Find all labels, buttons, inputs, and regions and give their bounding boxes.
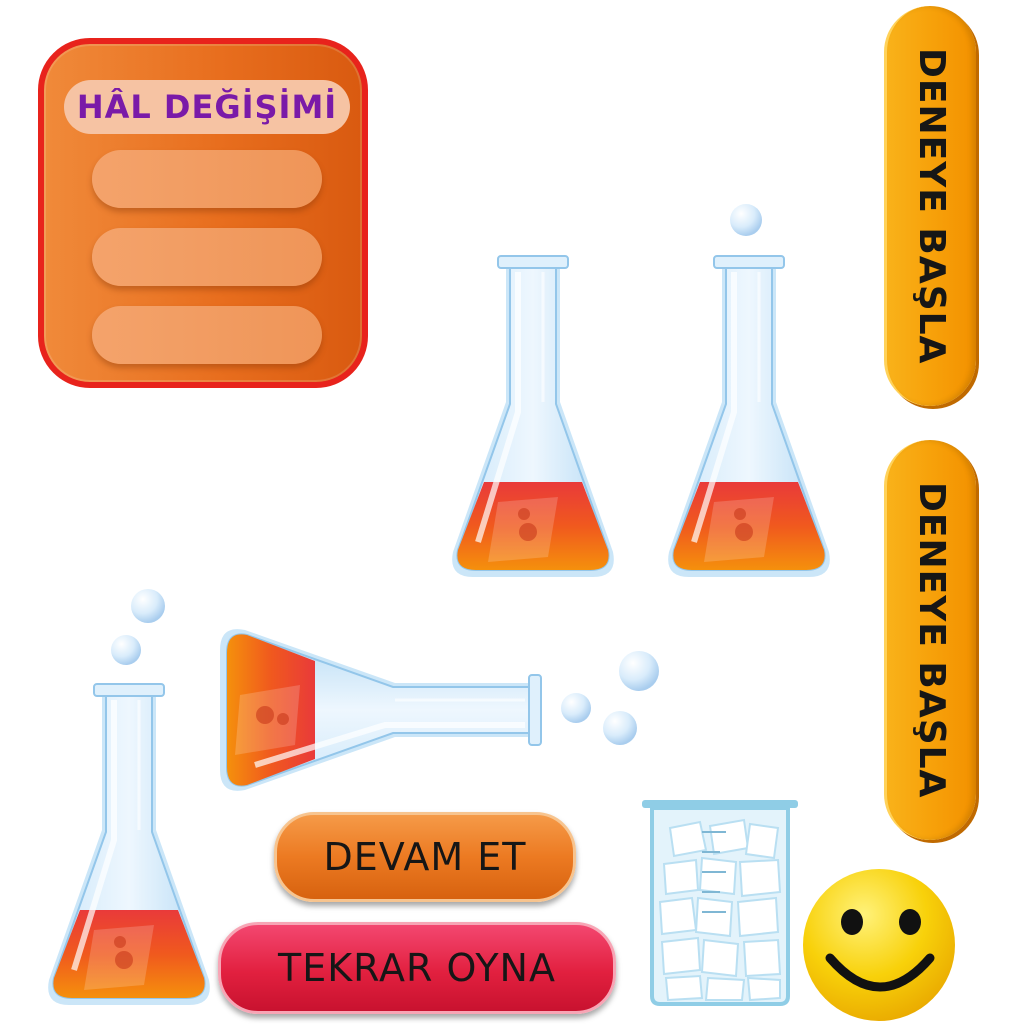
smiley-face-icon	[803, 869, 955, 1021]
menu-slot-3[interactable]	[92, 306, 322, 364]
bubble-icon	[603, 711, 637, 745]
start-experiment-label: DENEYE BAŞLA	[911, 481, 952, 799]
start-experiment-button-bottom[interactable]: DENEYE BAŞLA	[884, 440, 976, 840]
bubble-icon	[619, 651, 659, 691]
bubble-icon	[131, 589, 165, 623]
erlenmeyer-flask-icon	[44, 680, 214, 1010]
menu-slot-1[interactable]	[92, 150, 322, 208]
continue-label: DEVAM ET	[323, 835, 527, 879]
start-experiment-button-top[interactable]: DENEYE BAŞLA	[884, 6, 976, 406]
bubble-icon	[561, 693, 591, 723]
continue-button[interactable]: DEVAM ET	[274, 812, 576, 902]
bubble-icon	[111, 635, 141, 665]
erlenmeyer-flask-icon	[448, 252, 618, 582]
start-experiment-label: DENEYE BAŞLA	[911, 47, 952, 365]
menu-panel: HÂL DEĞİŞİMİ	[38, 38, 368, 388]
erlenmeyer-flask-icon	[210, 620, 550, 810]
menu-slot-2[interactable]	[92, 228, 322, 286]
replay-label: TEKRAR OYNA	[278, 946, 556, 990]
bubble-icon	[730, 204, 762, 236]
erlenmeyer-flask-icon	[664, 252, 834, 582]
replay-button[interactable]: TEKRAR OYNA	[218, 922, 616, 1014]
ice-beaker-icon	[642, 800, 798, 1006]
menu-title: HÂL DEĞİŞİMİ	[64, 80, 350, 134]
